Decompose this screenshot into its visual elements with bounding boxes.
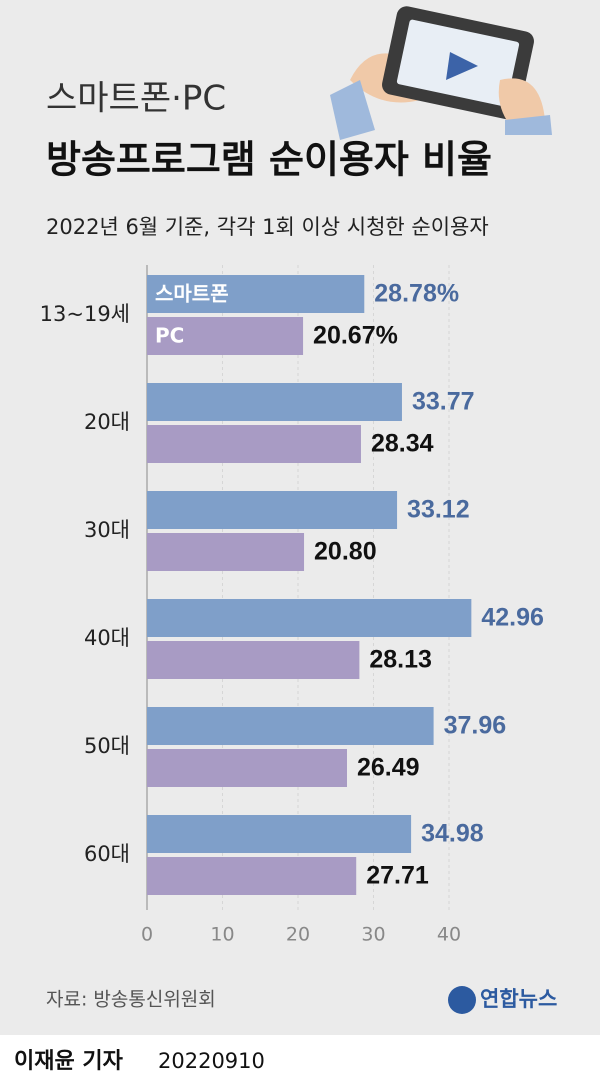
value-label: 28.78% <box>374 280 459 308</box>
x-tick-label: 40 <box>437 924 461 946</box>
bar <box>147 641 360 679</box>
subtitle: 2022년 6월 기준, 각각 1회 이상 시청한 순이용자 <box>46 215 489 239</box>
bar <box>147 491 398 529</box>
x-tick-label: 30 <box>361 924 385 946</box>
category-label: 13~19세 <box>40 302 130 326</box>
value-label: 28.34 <box>371 430 434 458</box>
category-label: 40대 <box>84 626 130 650</box>
date: 20220910 <box>158 1049 265 1073</box>
bar <box>147 707 434 745</box>
bar <box>147 383 402 421</box>
value-label: 20.80 <box>314 538 377 566</box>
bar <box>147 533 305 571</box>
byline: 이재윤 기자 <box>14 1049 124 1074</box>
value-label: 42.96 <box>481 604 544 632</box>
x-tick-label: 10 <box>210 924 234 946</box>
bar <box>147 275 365 313</box>
value-label: 33.12 <box>407 496 470 524</box>
category-label: 60대 <box>84 842 130 866</box>
supertitle: 스마트폰·PC <box>46 79 226 119</box>
x-tick-label: 0 <box>141 924 153 946</box>
value-label: 34.98 <box>421 820 484 848</box>
illustration <box>330 6 552 140</box>
x-tick-label: 20 <box>286 924 310 946</box>
chart-title: 방송프로그램 순이용자 비율 <box>46 138 492 182</box>
legend-label: PC <box>155 324 184 348</box>
logo: 연합뉴스 <box>480 987 557 1011</box>
bar <box>147 317 304 355</box>
legend-label: 스마트폰 <box>155 282 229 306</box>
value-label: 33.77 <box>412 388 475 416</box>
value-label: 27.71 <box>366 862 429 890</box>
category-label: 30대 <box>84 518 130 542</box>
value-label: 20.67% <box>313 322 398 350</box>
source: 자료: 방송통신위원회 <box>46 989 216 1011</box>
logo-icon <box>448 986 476 1014</box>
bar <box>147 425 361 463</box>
bar <box>147 815 412 853</box>
bar <box>147 599 472 637</box>
value-label: 28.13 <box>369 646 432 674</box>
bar <box>147 857 357 895</box>
category-label: 50대 <box>84 734 130 758</box>
value-label: 26.49 <box>357 754 420 782</box>
category-label: 20대 <box>84 410 130 434</box>
bar <box>147 749 347 787</box>
value-label: 37.96 <box>444 712 507 740</box>
